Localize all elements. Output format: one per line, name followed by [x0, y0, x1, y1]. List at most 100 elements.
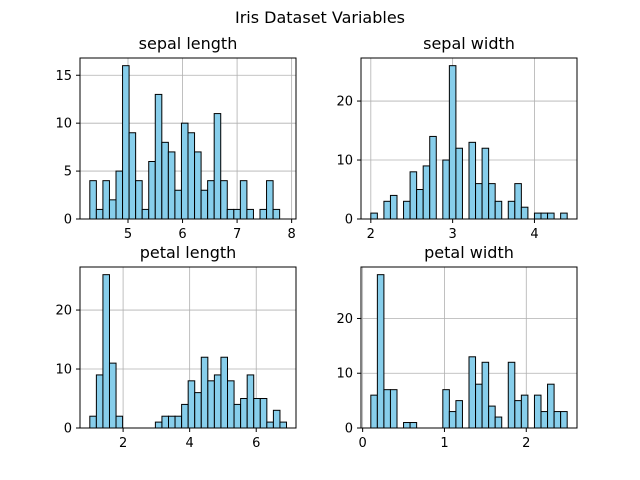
x-tick-label: 2	[522, 436, 530, 451]
histogram-bar	[108, 362, 117, 429]
histogram-bar	[547, 383, 555, 429]
histogram-bar	[161, 141, 169, 220]
axes-frame	[79, 266, 297, 429]
histogram-bar	[409, 422, 418, 429]
histogram-bar	[520, 206, 529, 220]
histogram-bar	[89, 180, 97, 220]
histogram-bar	[422, 165, 431, 220]
histogram-bar	[547, 212, 555, 220]
histogram-bar	[494, 416, 503, 429]
histogram-bar	[448, 65, 457, 220]
x-tick-label: 6	[178, 227, 186, 242]
histogram-bar	[187, 380, 196, 429]
histogram-bar	[259, 208, 268, 220]
histogram-bar	[514, 400, 522, 429]
subplot-title: petal width	[424, 243, 514, 262]
histogram-bar	[226, 208, 235, 220]
y-tick-label: 0	[64, 422, 72, 437]
histogram-bar	[167, 151, 176, 220]
histogram-bar	[370, 394, 378, 429]
histogram-bar	[488, 405, 496, 429]
axes-frame	[360, 266, 578, 429]
histogram-bar	[95, 374, 104, 429]
y-tick-label: 10	[55, 117, 72, 132]
histogram-bar	[481, 361, 490, 429]
histogram-bar	[239, 180, 248, 220]
subplot-petal-length: petal length 2 4 6 0 10 20	[55, 243, 297, 451]
histogram-bar	[416, 189, 424, 220]
histogram-bar	[174, 189, 182, 220]
histogram-bar	[227, 380, 235, 429]
histogram-bar	[442, 159, 450, 220]
histogram-bar	[475, 383, 483, 429]
histogram-bar	[135, 180, 143, 220]
histogram-bar	[213, 374, 222, 429]
histogram-bar	[376, 274, 385, 429]
y-tick-label: 0	[345, 213, 353, 228]
histogram-bar	[370, 212, 378, 220]
histogram-bar	[455, 147, 463, 220]
figure-suptitle: Iris Dataset Variables	[235, 8, 405, 27]
histogram-bar	[161, 415, 169, 429]
histogram-bar	[194, 151, 202, 220]
x-tick-label: 0	[358, 436, 366, 451]
histogram-bar	[272, 208, 281, 220]
histogram-bar	[128, 132, 137, 220]
histogram-bar	[520, 394, 529, 429]
histogram-bar	[154, 421, 163, 429]
x-tick-label: 2	[119, 436, 127, 451]
histogram-bar	[403, 200, 411, 220]
x-tick-label: 3	[448, 227, 456, 242]
histogram-bar	[468, 356, 477, 429]
histogram-bar	[266, 180, 274, 220]
histogram-bar	[187, 132, 196, 220]
histogram-bar	[194, 392, 202, 429]
histogram-bar	[102, 180, 110, 220]
x-tick-label: 1	[440, 436, 448, 451]
histogram-bar	[553, 411, 562, 429]
histogram-bar	[507, 200, 516, 220]
x-tick-label: 4	[186, 436, 194, 451]
histogram-bar	[207, 180, 215, 220]
histogram-bar	[389, 389, 398, 429]
y-tick-label: 0	[345, 422, 353, 437]
histogram-bar	[220, 356, 229, 429]
histogram-bar	[207, 380, 215, 429]
histogram-bar	[148, 161, 156, 220]
subplot-title: sepal width	[423, 34, 515, 53]
histogram-bar	[95, 208, 104, 220]
histogram-bar	[233, 208, 241, 220]
histogram-bars	[370, 65, 568, 220]
histogram-bar	[455, 400, 463, 429]
histogram-bar	[180, 122, 189, 220]
histogram-bar	[448, 411, 457, 429]
histogram-bar	[122, 65, 130, 220]
histogram-bar	[141, 208, 150, 220]
x-tick-label: 6	[252, 436, 260, 451]
histogram-bar	[494, 200, 503, 220]
histogram-bar	[488, 183, 496, 220]
histogram-bar	[200, 356, 209, 429]
histogram-bar	[240, 398, 248, 429]
axes-frame	[360, 57, 578, 220]
subplot-title: sepal length	[139, 34, 238, 53]
histogram-bar	[442, 389, 450, 429]
histogram-bar	[560, 212, 568, 220]
y-tick-label: 20	[336, 95, 353, 110]
histogram-bar	[481, 147, 490, 220]
y-tick-label: 5	[64, 165, 72, 180]
histogram-bar	[279, 421, 288, 429]
x-tick-label: 2	[367, 227, 375, 242]
histogram-bar	[383, 389, 391, 429]
histogram-bar	[514, 183, 522, 220]
histogram-bar	[468, 141, 477, 220]
histogram-bar	[389, 194, 398, 220]
histogram-bar	[246, 374, 255, 429]
histogram-bar	[115, 170, 124, 220]
x-tick-label: 4	[530, 227, 538, 242]
histogram-bars	[370, 274, 568, 429]
histogram-bar	[540, 411, 549, 429]
histogram-bar	[174, 415, 183, 429]
y-tick-label: 10	[336, 367, 353, 382]
